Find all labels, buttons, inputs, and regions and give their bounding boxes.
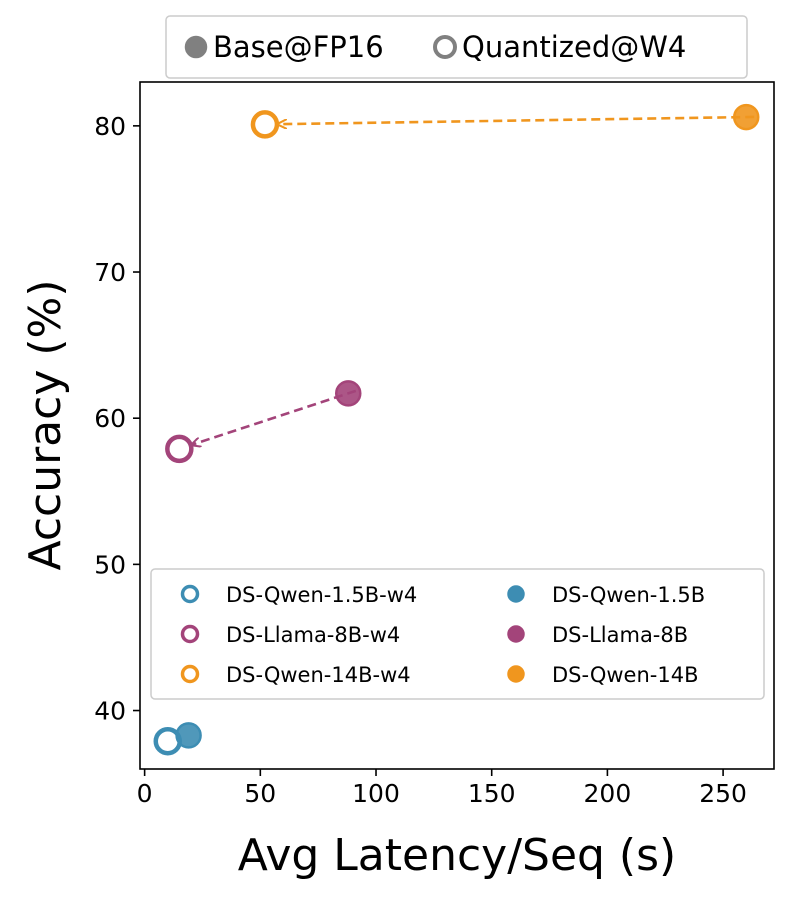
x-tick-label: 150 [468,779,516,808]
data-point-ds-qwen-14b [732,103,760,131]
style-legend: Base@FP16 Quantized@W4 [165,15,748,79]
x-axis-label: Avg Latency/Seq (s) [238,830,676,881]
data-point-ds-llama-8b [334,380,362,407]
legend-label: DS-Llama-8B [552,623,688,647]
y-tick-label: 70 [94,258,126,287]
legend-label: DS-Qwen-1.5B-w4 [226,583,417,607]
style-legend-base-label: Base@FP16 [213,30,384,64]
y-tick-label: 60 [94,404,126,433]
y-axis: 40 50 60 70 80 [94,112,140,726]
data-point-ds-llama-8b-w4 [165,434,194,464]
legend-label: DS-Llama-8B-w4 [226,623,400,647]
arrows [193,115,755,445]
legend-marker-icon [507,625,525,643]
legend-marker-icon [180,624,200,644]
data-point-ds-qwen-14b-w4 [250,110,280,139]
data-point-ds-qwen-1-5b [175,722,202,749]
legend-marker-icon [180,584,200,604]
x-tick-label: 0 [137,779,153,808]
quantized-marker-icon [433,35,457,59]
x-tick-label: 250 [699,779,747,808]
x-tick-label: 100 [352,779,400,808]
legend-marker-icon [180,664,200,684]
series-legend-box [150,568,765,700]
y-axis-label: Accuracy (%) [20,279,71,570]
legend-marker-icon [507,585,525,603]
series-legend: DS-Qwen-1.5B-w4 DS-Llama-8B-w4 DS-Qwen-14B… [150,568,765,700]
style-legend-quantized-label: Quantized@W4 [462,30,686,64]
data-points [153,103,760,756]
y-tick-label: 80 [94,112,126,141]
x-tick-label: 200 [584,779,632,808]
y-tick-label: 40 [94,697,126,726]
base-marker-icon [184,35,208,59]
y-tick-label: 50 [94,550,126,579]
legend-marker-icon [507,665,525,683]
x-tick-label: 50 [244,779,276,808]
legend-label: DS-Qwen-14B-w4 [226,663,411,687]
quantization-arrow [193,389,357,445]
plot-frame [139,81,775,770]
legend-label: DS-Qwen-1.5B [552,583,705,607]
legend-label: DS-Qwen-14B [552,663,699,687]
quantization-arrow [279,115,755,124]
x-axis: 0 50 100 150 200 250 [137,769,747,808]
